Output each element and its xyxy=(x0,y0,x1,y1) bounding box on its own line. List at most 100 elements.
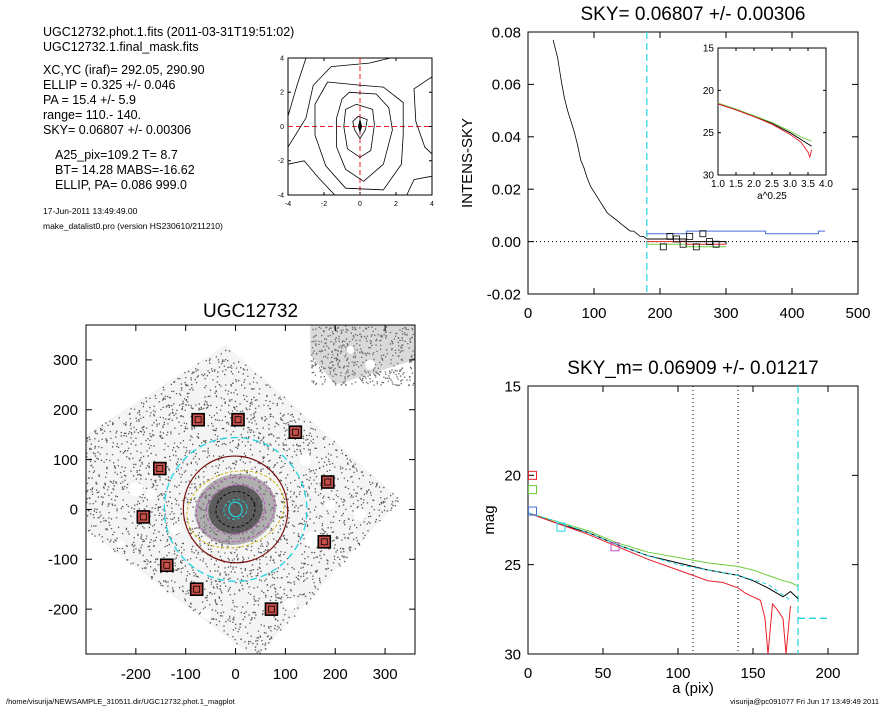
image-sky-box-inner xyxy=(234,416,242,424)
image-ytick-label: -200 xyxy=(48,601,78,618)
image-sky-box xyxy=(231,412,245,427)
image-sky-box-inner xyxy=(139,513,147,521)
image-sky-box xyxy=(159,558,174,573)
info-center: XC,YC (iraf)= 292.05, 290.90 xyxy=(43,63,205,77)
info-ellip: ELLIP = 0.325 +/- 0.046 xyxy=(43,78,176,92)
image-mask-blob xyxy=(145,489,156,500)
image-sky-box-inner xyxy=(156,465,164,472)
sky-point xyxy=(699,230,707,238)
mag-xtick-label: 100 xyxy=(665,665,690,682)
image-galaxy xyxy=(163,436,308,582)
mag-ytick-label: 30 xyxy=(504,646,521,663)
sky-title: SKY= 0.06807 +/- 0.00306 xyxy=(580,4,805,25)
contour-ytick-label: 0 xyxy=(280,124,284,131)
image-mask-blob xyxy=(365,359,376,370)
sky-inset-ytick-label: 20 xyxy=(703,86,715,97)
sky-point xyxy=(712,240,720,248)
image-mask-blob xyxy=(325,499,336,510)
image-ytick-label: -100 xyxy=(48,552,78,569)
contour-xtick-label: 2 xyxy=(394,201,398,208)
image-mask-blob xyxy=(304,531,321,548)
sky-point xyxy=(666,232,674,240)
sky-ytick-label: 0.00 xyxy=(492,234,521,251)
image-xtick-label: -100 xyxy=(171,666,201,683)
image-mask-blob xyxy=(354,508,367,521)
sky-ytick-label: 0.08 xyxy=(492,24,521,41)
image-sky-box-inner xyxy=(320,538,328,546)
contour-peak xyxy=(358,117,362,134)
contour-line xyxy=(406,175,433,196)
info-pa: PA = 15.4 +/- 5.9 xyxy=(43,93,136,107)
image-xtick-label: 0 xyxy=(231,666,239,683)
image-xtick-label: -200 xyxy=(121,666,151,683)
image-chart: UGC12732 -200 -100 0 100 200 300 -200 -100 0 100 20… xyxy=(48,301,416,683)
image-sky-box xyxy=(288,425,303,439)
mag-xtick-label: 50 xyxy=(595,665,612,682)
mag-title: SKY_m= 0.06909 +/- 0.01217 xyxy=(567,358,818,379)
mag-series-cyan xyxy=(528,512,791,601)
contour-line xyxy=(314,81,404,191)
mag-xtick-label: 0 xyxy=(524,665,532,682)
sky-inset-xtick-label: 4.0 xyxy=(819,179,833,190)
info-block: UGC12732.phot.1.fits (2011-03-31T19:51:0… xyxy=(43,25,294,231)
sky-frame xyxy=(527,31,859,295)
image-sky-ellipse xyxy=(163,436,308,582)
sky-inset-xtick-label: 3.5 xyxy=(801,179,815,190)
contour-line xyxy=(343,103,375,158)
footer-path: /home/visurija/NEWSAMPLE_310511.dir/UGC1… xyxy=(6,697,236,706)
info-bt: BT= 14.28 MABS=-16.62 xyxy=(55,163,195,177)
info-file: UGC12732.phot.1.fits (2011-03-31T19:51:0… xyxy=(43,25,294,39)
image-frame xyxy=(85,324,416,655)
image-mask-blob xyxy=(299,453,312,466)
image-mask-blob xyxy=(259,353,272,366)
sky-inset-series-green xyxy=(717,102,812,142)
mag-xlabel: a (pix) xyxy=(672,680,714,697)
contour-xtick-label: -4 xyxy=(285,201,291,208)
image-xtick-label: 300 xyxy=(373,666,398,683)
sky-xtick-label: 200 xyxy=(647,305,672,322)
contour-xtick-label: 4 xyxy=(430,201,434,208)
sky-step-blue xyxy=(646,230,825,235)
contour-ytick-label: -2 xyxy=(278,158,284,165)
contour-line xyxy=(287,57,391,148)
image-isophote xyxy=(215,491,256,528)
info-mask: UGC12732.1.final_mask.fits xyxy=(43,40,199,54)
sky-point xyxy=(686,232,694,240)
mag-ytick-label: 25 xyxy=(504,557,521,574)
image-mask-blob xyxy=(116,540,125,549)
contour-line xyxy=(336,91,393,182)
image-xtick-label: 100 xyxy=(273,666,298,683)
mag-series-layer xyxy=(528,512,799,654)
sky-inset-ytick-label: 30 xyxy=(703,171,715,182)
sky-inset-ytick-label: 25 xyxy=(703,128,715,139)
sky-ytick-label: 0.04 xyxy=(492,129,521,146)
sky-inset-xtick-label: 3.0 xyxy=(783,179,797,190)
image-strip-noise xyxy=(310,325,415,387)
image-sky-box xyxy=(264,602,279,616)
image-sky-box-inner xyxy=(291,428,299,436)
sky-chart: 0 100 200 300 400 500 -0.02 0.00 0.02 0.04 0.06 0.0… xyxy=(459,4,871,322)
image-sky-box xyxy=(317,535,332,549)
mag-ytick-label: 15 xyxy=(504,378,521,395)
image-sky-box xyxy=(136,510,151,524)
sky-xtick-label: 100 xyxy=(581,305,606,322)
mag-point-green xyxy=(528,485,537,495)
image-sky-box xyxy=(191,412,205,427)
sky-inset-frame xyxy=(717,47,827,176)
mag-ylabel: mag xyxy=(481,505,498,534)
sky-point xyxy=(679,240,687,248)
image-sky-box-inner xyxy=(268,605,275,613)
image-mask-blob xyxy=(284,598,297,611)
contour-ytick-label: 2 xyxy=(280,90,284,97)
sky-point xyxy=(706,238,713,246)
sky-point xyxy=(692,243,700,251)
image-ytick-label: 300 xyxy=(53,352,78,369)
image-fit-ellipse xyxy=(182,455,289,564)
mag-point-magenta xyxy=(610,542,620,552)
sky-ytick-label: 0.06 xyxy=(492,77,521,94)
contour-chart: -4 -2 0 2 4 -4 -2 0 2 4 xyxy=(278,55,434,208)
contour-line xyxy=(413,76,433,155)
image-sky-box-inner xyxy=(163,561,171,569)
mag-series-green xyxy=(528,512,799,587)
